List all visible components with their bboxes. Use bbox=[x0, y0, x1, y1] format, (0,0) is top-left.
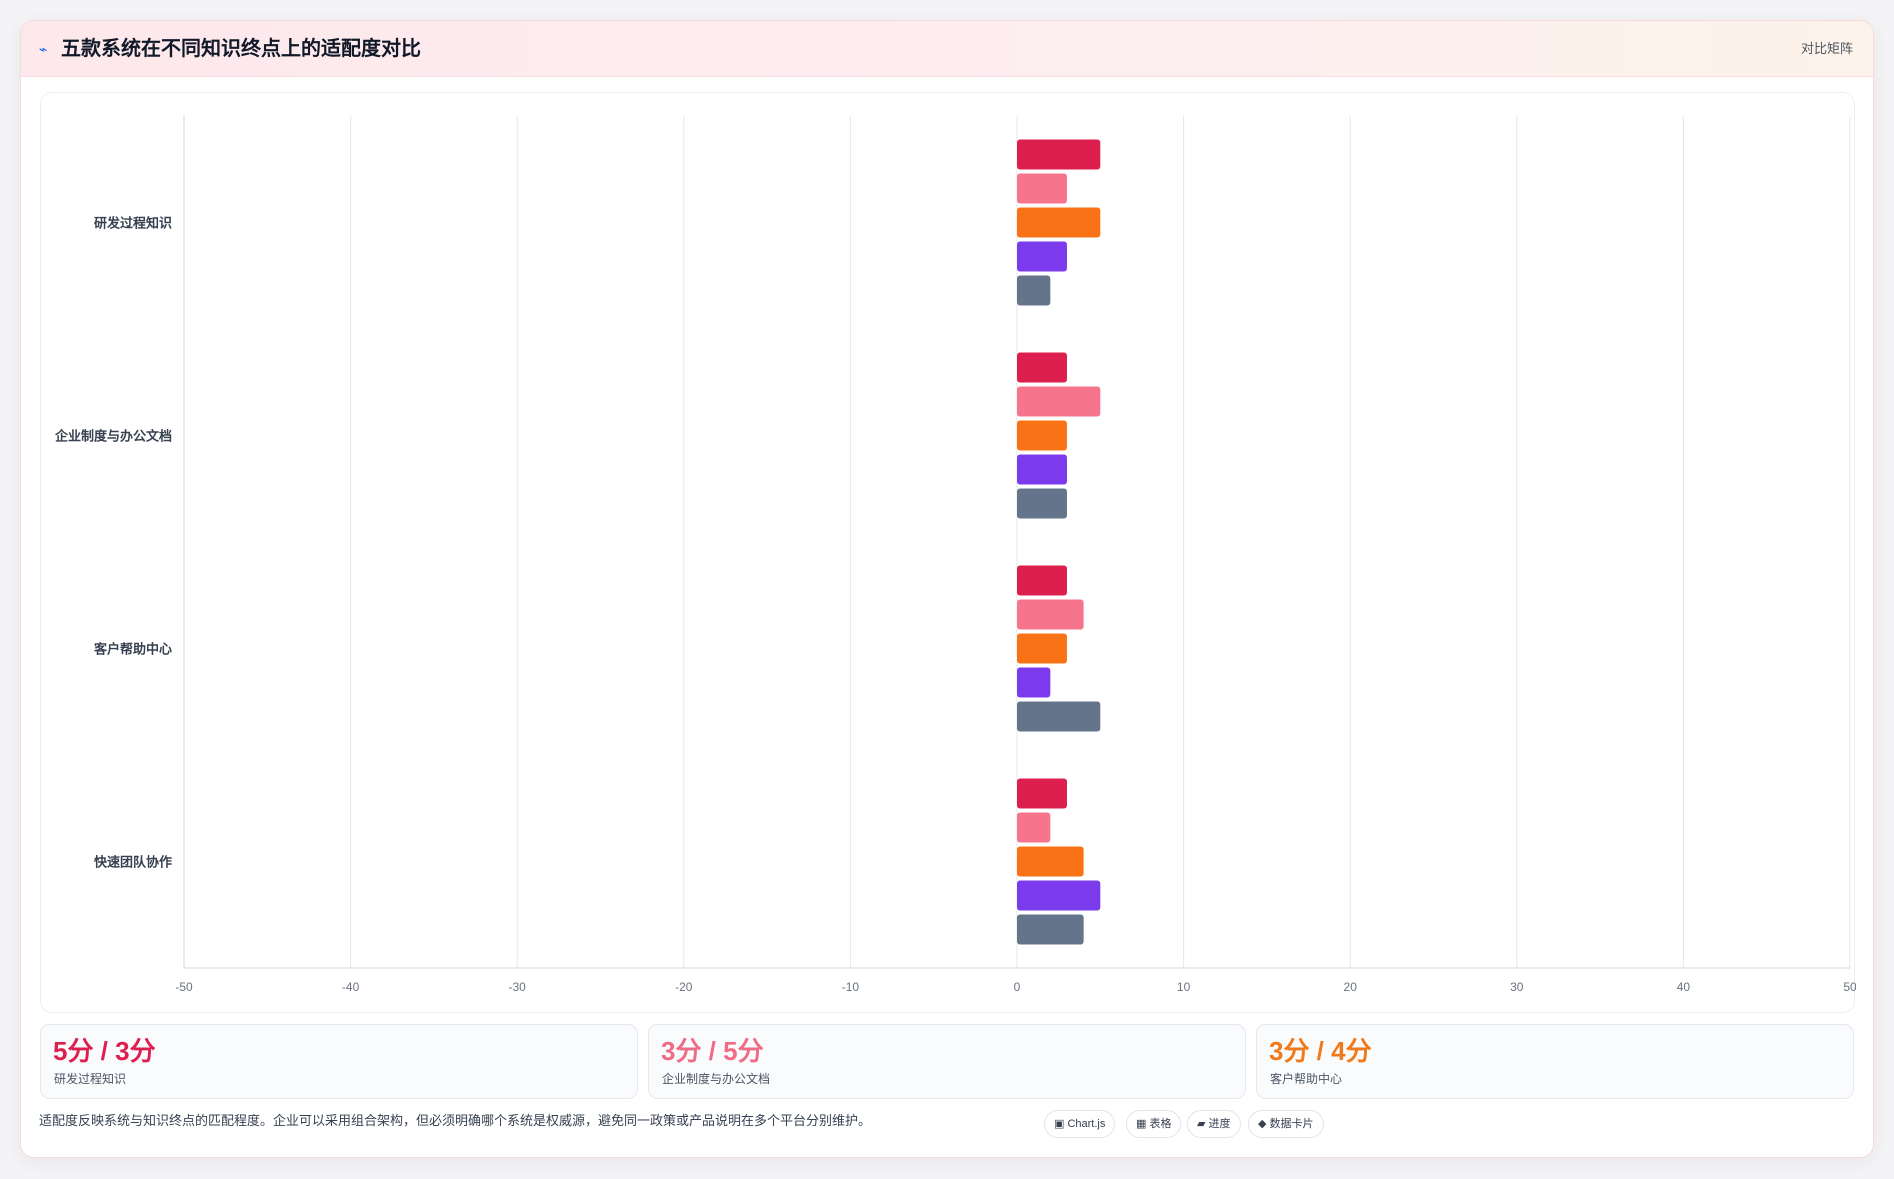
bar bbox=[1017, 488, 1067, 519]
y-category-label: 研发过程知识 bbox=[94, 216, 172, 231]
chip-data-card[interactable]: ◆ 数据卡片 bbox=[1248, 1110, 1324, 1138]
chip-chartjs[interactable]: ▣ Chart.js bbox=[1044, 1110, 1116, 1138]
bar bbox=[1017, 701, 1101, 732]
x-tick-label: -40 bbox=[342, 980, 360, 994]
stat-value: 3分 / 5分 bbox=[661, 1036, 764, 1066]
stat-label: 企业制度与办公文档 bbox=[662, 1072, 771, 1086]
bar bbox=[1017, 565, 1067, 596]
x-tick-label: 20 bbox=[1344, 980, 1358, 994]
chart-trend-icon: ⌁ bbox=[39, 41, 48, 57]
bar bbox=[1017, 352, 1067, 383]
chip-table[interactable]: ▦ 表格 bbox=[1126, 1110, 1182, 1138]
bar bbox=[1017, 599, 1084, 630]
stat-cards: 5分 / 3分 研发过程知识 3分 / 5分 企业制度与办公文档 3分 / 4分… bbox=[40, 1024, 1855, 1099]
bar bbox=[1017, 420, 1067, 451]
bar bbox=[1017, 667, 1051, 698]
y-category-label: 快速团队协作 bbox=[94, 855, 172, 870]
x-tick-label: -30 bbox=[509, 980, 527, 994]
x-tick-label: 40 bbox=[1677, 980, 1691, 994]
bar bbox=[1017, 778, 1067, 809]
chart-title: 五款系统在不同知识终点上的适配度对比 bbox=[61, 38, 421, 60]
x-tick-label: -50 bbox=[175, 980, 193, 994]
bar bbox=[1017, 275, 1051, 306]
chart-plot-area: -50 -40 -30 -20 -10 0 10 20 30 40 50 研发过程知识企业制度与办公文… bbox=[40, 92, 1856, 1013]
stat-card-helpcenter: 3分 / 4分 客户帮助中心 bbox=[1256, 1024, 1854, 1099]
chart-card: ⌁ 五款系统在不同知识终点上的适配度对比 对比矩阵 -50 -40 -30 -20 -1… bbox=[20, 20, 1874, 1158]
chip-progress[interactable]: ▰ 进度 bbox=[1187, 1110, 1241, 1138]
bar bbox=[1017, 633, 1067, 664]
footer-note: 适配度反映系统与知识终点的匹配程度。企业可以采用组合架构，但必须明确哪个系统是权… bbox=[39, 1113, 872, 1128]
bar bbox=[1017, 207, 1101, 238]
stat-label: 研发过程知识 bbox=[54, 1072, 127, 1086]
stat-card-rd: 5分 / 3分 研发过程知识 bbox=[40, 1024, 638, 1099]
stat-value: 3分 / 4分 bbox=[1269, 1036, 1372, 1066]
matrix-badge[interactable]: 对比矩阵 bbox=[1800, 41, 1853, 56]
x-tick-label: 50 bbox=[1843, 980, 1856, 994]
bar bbox=[1017, 241, 1067, 272]
bar bbox=[1017, 173, 1067, 204]
bar bbox=[1017, 846, 1084, 877]
bar bbox=[1017, 386, 1101, 417]
bar bbox=[1017, 914, 1084, 945]
y-category-label: 企业制度与办公文档 bbox=[54, 429, 172, 444]
x-tick-label: 0 bbox=[1014, 980, 1021, 994]
bar bbox=[1017, 139, 1101, 170]
x-tick-label: 10 bbox=[1177, 980, 1191, 994]
card-header: ⌁ 五款系统在不同知识终点上的适配度对比 对比矩阵 bbox=[21, 21, 1873, 77]
bar bbox=[1017, 880, 1101, 911]
bar bbox=[1017, 812, 1051, 843]
bar-chart: -50 -40 -30 -20 -10 0 10 20 30 40 50 研发过程知识企业制度与办公文… bbox=[54, 116, 1856, 994]
x-tick-label: -20 bbox=[675, 980, 693, 994]
bar bbox=[1017, 454, 1067, 485]
y-category-label: 客户帮助中心 bbox=[94, 642, 172, 657]
x-tick-label: 30 bbox=[1510, 980, 1524, 994]
stat-card-policy: 3分 / 5分 企业制度与办公文档 bbox=[648, 1024, 1246, 1099]
x-tick-label: -10 bbox=[842, 980, 860, 994]
stat-value: 5分 / 3分 bbox=[53, 1036, 156, 1066]
stat-label: 客户帮助中心 bbox=[1270, 1072, 1343, 1086]
